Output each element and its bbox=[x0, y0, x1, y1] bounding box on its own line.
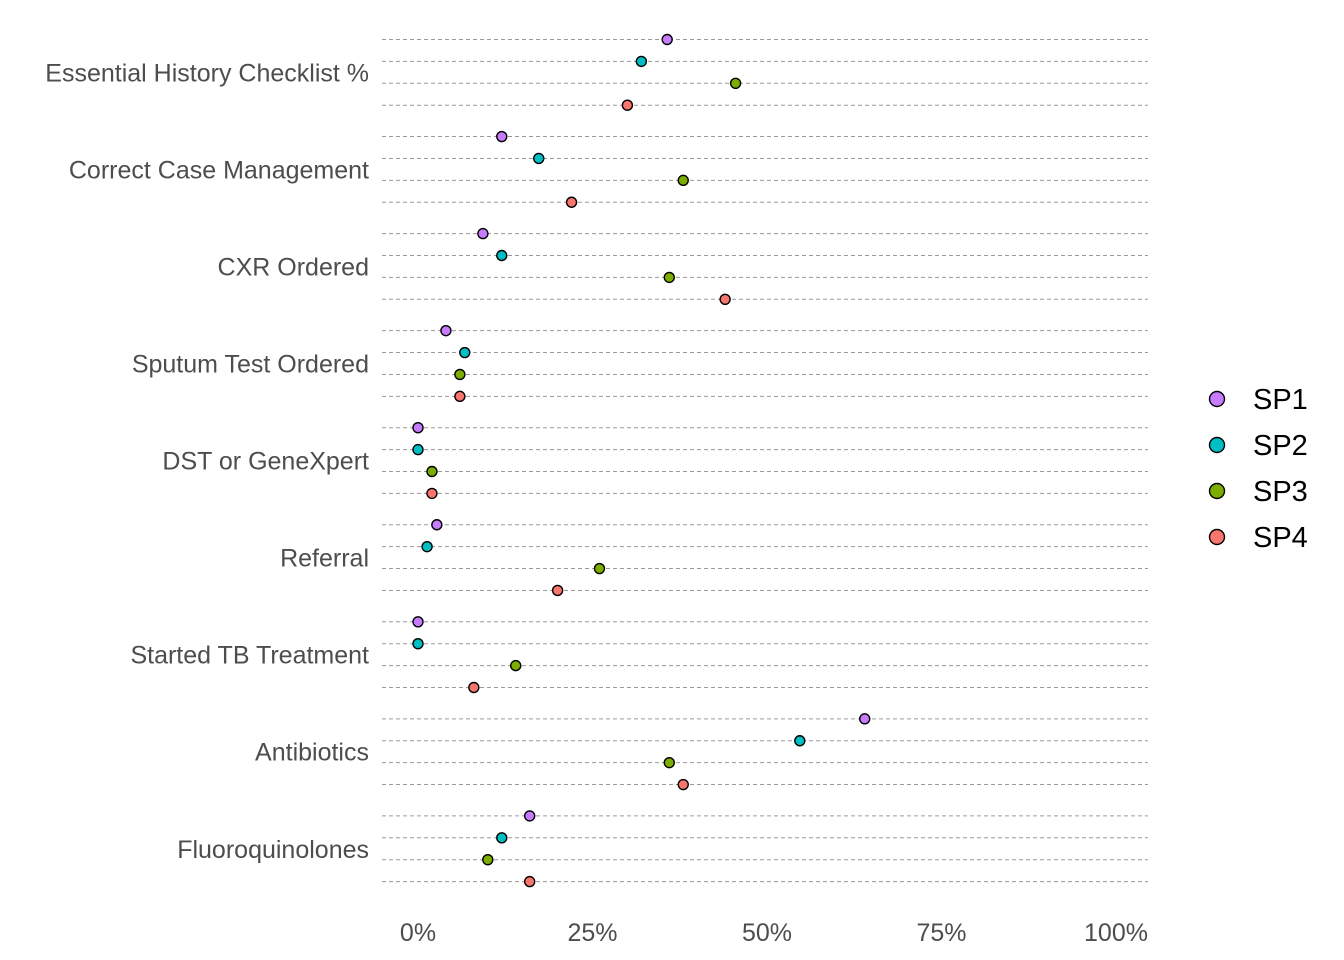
data-point-sp2 bbox=[496, 832, 508, 844]
x-tick-label: 0% bbox=[400, 919, 436, 947]
category-labels: Essential History Checklist % Correct Cas… bbox=[45, 59, 369, 863]
data-point-sp2 bbox=[794, 735, 806, 747]
data-point-sp3 bbox=[426, 465, 438, 478]
data-point-sp1 bbox=[431, 519, 443, 531]
data-point-sp1 bbox=[661, 33, 673, 46]
legend: SP1 SP2 SP3 SP4 bbox=[1208, 384, 1308, 554]
data-points bbox=[412, 33, 871, 888]
category-label: Referral bbox=[280, 545, 369, 573]
data-point-sp2 bbox=[412, 638, 424, 650]
data-point-sp2 bbox=[459, 346, 471, 359]
data-point-sp2 bbox=[635, 55, 648, 68]
x-axis-tick-labels: 0% 25% 50% 75% 100% bbox=[400, 919, 1148, 947]
legend-label: SP4 bbox=[1253, 522, 1308, 554]
x-tick-label: 50% bbox=[742, 919, 792, 947]
data-point-sp3 bbox=[593, 562, 606, 575]
legend-key-sp3 bbox=[1208, 482, 1226, 500]
legend-label: SP3 bbox=[1253, 476, 1308, 508]
guide-lines bbox=[382, 39, 1148, 883]
category-label: Fluoroquinolones bbox=[177, 836, 369, 864]
data-point-sp1 bbox=[523, 810, 536, 822]
category-label: CXR Ordered bbox=[218, 253, 369, 281]
data-point-sp4 bbox=[719, 293, 731, 305]
category-label: Started TB Treatment bbox=[130, 642, 369, 670]
data-point-sp4 bbox=[468, 681, 480, 694]
data-point-sp3 bbox=[454, 368, 466, 381]
category-label: Antibiotics bbox=[255, 739, 369, 767]
data-point-sp4 bbox=[677, 778, 689, 791]
category-label: Sputum Test Ordered bbox=[132, 351, 369, 379]
x-tick-label: 25% bbox=[567, 919, 617, 947]
data-point-sp2 bbox=[421, 540, 433, 553]
data-point-sp2 bbox=[496, 249, 508, 262]
legend-label: SP2 bbox=[1253, 430, 1308, 462]
data-point-sp4 bbox=[454, 390, 466, 403]
data-point-sp1 bbox=[496, 130, 508, 143]
category-label: Correct Case Management bbox=[69, 156, 369, 184]
legend-key-sp4 bbox=[1208, 528, 1226, 546]
data-point-sp1 bbox=[440, 324, 452, 337]
data-point-sp4 bbox=[426, 487, 438, 500]
data-point-sp3 bbox=[482, 854, 494, 866]
data-point-sp3 bbox=[663, 756, 675, 769]
data-point-sp4 bbox=[565, 196, 578, 208]
data-point-sp3 bbox=[663, 271, 675, 284]
category-label: Essential History Checklist % bbox=[45, 59, 369, 87]
data-point-sp2 bbox=[533, 152, 545, 165]
data-point-sp1 bbox=[412, 616, 424, 628]
legend-key-sp2 bbox=[1208, 436, 1226, 454]
legend-key-sp1 bbox=[1208, 390, 1226, 408]
x-tick-label: 100% bbox=[1084, 919, 1148, 947]
data-point-sp3 bbox=[510, 659, 522, 672]
data-point-sp4 bbox=[551, 584, 564, 597]
data-point-sp1 bbox=[412, 422, 424, 434]
data-point-sp1 bbox=[477, 227, 489, 240]
data-point-sp3 bbox=[729, 77, 742, 90]
data-point-sp1 bbox=[859, 713, 871, 725]
data-point-sp3 bbox=[677, 174, 689, 187]
category-label: DST or GeneXpert bbox=[162, 448, 369, 476]
data-point-sp4 bbox=[621, 99, 634, 111]
data-point-sp4 bbox=[523, 875, 536, 888]
data-point-sp2 bbox=[412, 443, 424, 456]
x-tick-label: 75% bbox=[916, 919, 966, 947]
legend-label: SP1 bbox=[1253, 384, 1308, 416]
